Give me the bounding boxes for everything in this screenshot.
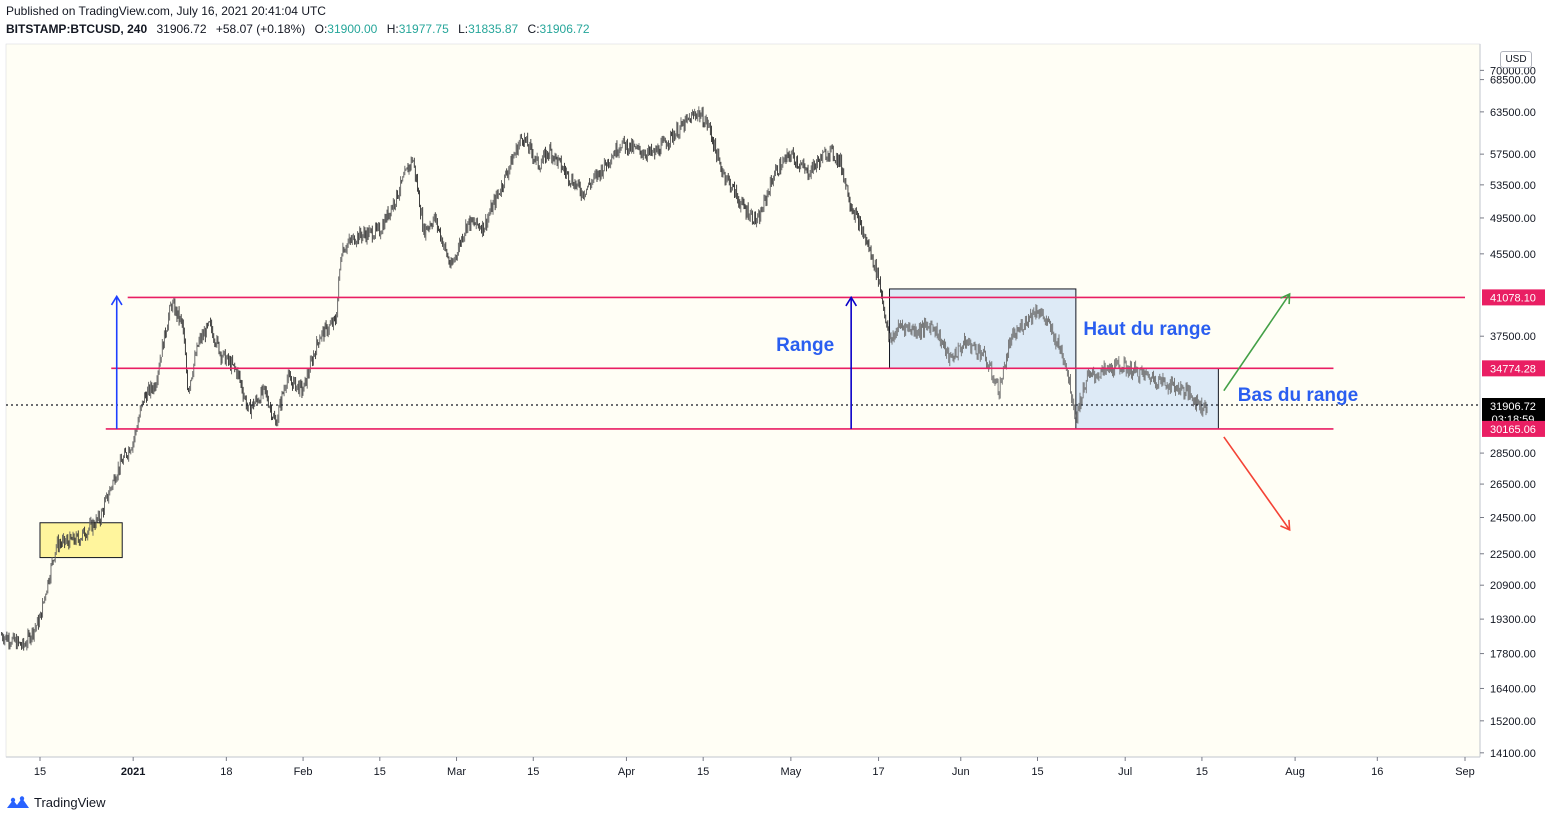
x-tick-label: 15: [1196, 766, 1208, 778]
candles: [1, 106, 1208, 651]
close-label: C:: [527, 22, 540, 36]
y-tick-label: 22500.00: [1490, 549, 1536, 561]
x-tick-label: May: [780, 766, 801, 778]
symbol-legend: BITSTAMP:BTCUSD, 240 31906.72 +58.07 (+0…: [6, 22, 590, 36]
bearish-arrow: [1223, 436, 1291, 532]
x-tick-label: Apr: [618, 766, 635, 778]
x-tick-label: Jul: [1118, 766, 1132, 778]
currency-button[interactable]: USD: [1500, 51, 1532, 68]
arrow-head: [845, 295, 858, 307]
range-arrow-right: [845, 295, 858, 429]
price-change: +58.07 (+0.18%): [215, 22, 306, 36]
last-price: 31906.72: [156, 22, 207, 36]
y-tick-label: 19300.00: [1490, 614, 1536, 626]
tradingview-brand: TradingView: [34, 795, 106, 810]
y-tick-label: 70000.00: [1490, 65, 1536, 77]
y-tick-label: 14100.00: [1490, 748, 1536, 760]
published-note: Published on TradingView.com, July 16, 2…: [6, 4, 326, 18]
annotation-label-0: Range: [776, 335, 834, 356]
annotation-label-2: Bas du range: [1238, 385, 1358, 406]
bullish-arrow: [1223, 292, 1291, 392]
y-tick-label: 26500.00: [1490, 479, 1536, 491]
x-tick-label: 18: [220, 766, 232, 778]
y-tick-label: 63500.00: [1490, 107, 1536, 119]
price-label-1: 34774.28: [1490, 363, 1536, 375]
lower-range-box: [1075, 367, 1219, 430]
low-label: L:: [458, 22, 469, 36]
high-value: 31977.75: [398, 22, 449, 36]
upper-range-box: [889, 288, 1077, 369]
x-tick-label: Mar: [447, 766, 466, 778]
price-label-bg-3: [1482, 420, 1545, 437]
low-value: 31835.87: [468, 22, 519, 36]
y-tick-label: 28500.00: [1490, 448, 1536, 460]
y-tick-label: 53500.00: [1490, 180, 1536, 192]
x-tick-label: 17: [872, 766, 884, 778]
annotation-label-1: Haut du range: [1083, 319, 1211, 340]
y-tick-label: 24500.00: [1490, 513, 1536, 525]
x-tick-label: 15: [527, 766, 539, 778]
y-tick-label: 37500.00: [1490, 331, 1536, 343]
plot-frame: [5, 43, 1481, 758]
y-tick-label: 68500.00: [1490, 75, 1536, 87]
range-arrow-left: [110, 294, 123, 429]
price-label-bg-1: [1482, 360, 1545, 377]
plot-area: [6, 44, 1480, 757]
x-tick-label: 15: [34, 766, 46, 778]
x-tick-label: 15: [374, 766, 386, 778]
y-tick-label: 16400.00: [1490, 683, 1536, 695]
x-tick-label: Feb: [294, 766, 313, 778]
price-label-0: 41078.10: [1490, 292, 1536, 304]
arrow-head: [1280, 292, 1291, 305]
close-value: 31906.72: [539, 22, 590, 36]
symbol-name[interactable]: BITSTAMP:BTCUSD, 240: [6, 22, 148, 36]
x-tick-label: 15: [697, 766, 709, 778]
tradingview-logo-icon: [7, 795, 29, 808]
x-tick-label: 15: [1031, 766, 1043, 778]
y-tick-label: 17800.00: [1490, 649, 1536, 661]
x-tick-label: 16: [1371, 766, 1383, 778]
price-label-3: 30165.06: [1490, 424, 1536, 436]
y-tick-label: 57500.00: [1490, 149, 1536, 161]
arrow-head: [110, 294, 123, 306]
tradingview-footer[interactable]: TradingView: [6, 795, 106, 810]
open-label: O:: [314, 22, 328, 36]
x-tick-label: 2021: [121, 766, 145, 778]
price-label-bg-0: [1482, 289, 1545, 306]
arrow-head: [1280, 519, 1291, 532]
open-value: 31900.00: [327, 22, 378, 36]
y-tick-label: 45500.00: [1490, 249, 1536, 261]
price-label-2: 31906.72: [1490, 401, 1536, 413]
arrow-shaft: [1223, 436, 1291, 531]
x-tick-label: Aug: [1285, 766, 1305, 778]
x-tick-label: Sep: [1455, 766, 1475, 778]
arrow-shaft: [1223, 293, 1291, 392]
y-tick-label: 15200.00: [1490, 716, 1536, 728]
x-tick-label: Jun: [952, 766, 970, 778]
y-tick-label: 20900.00: [1490, 580, 1536, 592]
y-tick-label: 49500.00: [1490, 213, 1536, 225]
high-label: H:: [386, 22, 399, 36]
